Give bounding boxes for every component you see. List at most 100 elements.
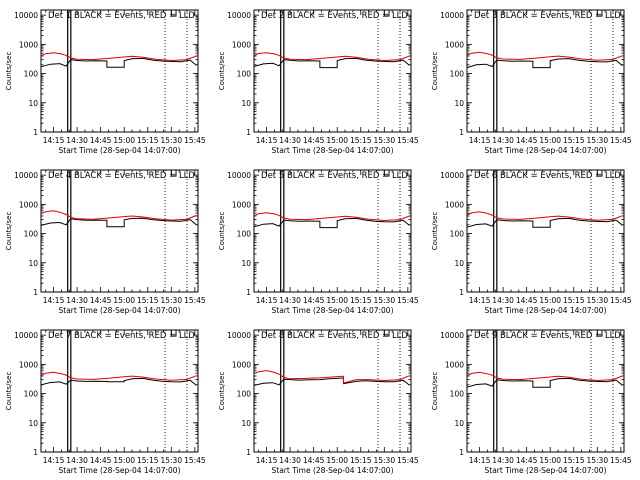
chart-title: Det 4 BLACK = Events, RED = LLD (48, 171, 195, 181)
x-tick-label: 14:45 (303, 456, 325, 465)
detector-panel-1: 1 10 100 1000 10000 14:15 14:30 14:45 15:00 15:15… (0, 0, 213, 160)
x-tick-label: 14:15 (43, 136, 65, 145)
x-tick-label: 15:30 (160, 296, 182, 305)
x-tick-label: 15:30 (586, 136, 608, 145)
x-tick-label: 15:30 (373, 296, 395, 305)
y-tick-label: 10000 (227, 11, 251, 20)
plot-frame (40, 9, 199, 133)
plot-frame (466, 169, 625, 293)
detector-chart-6: 1 10 100 1000 10000 14:15 14:30 14:45 15:00 15:15… (431, 169, 632, 315)
y-tick-label: 10 (241, 419, 251, 428)
y-tick-label: 10 (454, 99, 464, 108)
y-axis-title: Counts/sec (218, 212, 226, 251)
y-tick-label: 10 (28, 99, 38, 108)
x-tick-label: 14:30 (66, 296, 88, 305)
plot-frame (40, 169, 199, 293)
events-series-line (40, 377, 197, 386)
detector-chart-4: 1 10 100 1000 10000 14:15 14:30 14:45 15:00 15:15… (5, 169, 206, 315)
saa-marker (170, 330, 177, 337)
y-tick-label: 10000 (440, 171, 464, 180)
x-tick-label: 14:45 (90, 136, 112, 145)
chart-title: Det 9 BLACK = Events, RED = LLD (474, 331, 621, 341)
saa-marker (170, 170, 177, 177)
x-axis-title: Start Time (28-Sep-04 14:07:00) (272, 306, 394, 315)
saa-marker (383, 10, 390, 17)
detector-chart-8: 1 10 100 1000 10000 14:15 14:30 14:45 15:00 15:15… (218, 329, 419, 475)
lld-series-line (253, 52, 410, 62)
y-tick-label: 1 (459, 448, 464, 457)
events-series-line (466, 377, 623, 388)
saa-marker (170, 10, 177, 17)
y-tick-label: 100 (237, 70, 252, 79)
events-series-line (466, 58, 623, 69)
y-axis-title: Counts/sec (218, 52, 226, 91)
y-tick-label: 1000 (445, 40, 464, 49)
saa-marker (596, 10, 603, 17)
y-axis-title: Counts/sec (431, 212, 439, 251)
x-tick-label: 15:45 (397, 136, 419, 145)
detector-chart-9: 1 10 100 1000 10000 14:15 14:30 14:45 15:00 15:15… (431, 329, 632, 475)
x-tick-label: 15:30 (586, 456, 608, 465)
y-tick-label: 1 (33, 288, 38, 297)
x-tick-label: 15:45 (397, 456, 419, 465)
x-tick-label: 15:15 (350, 456, 372, 465)
y-axis-title: Counts/sec (431, 52, 439, 91)
x-tick-label: 15:00 (539, 296, 561, 305)
x-tick-label: 14:15 (43, 296, 65, 305)
y-axis-title: Counts/sec (218, 372, 226, 411)
x-tick-label: 14:45 (516, 136, 538, 145)
y-tick-label: 10000 (440, 331, 464, 340)
detector-panel-4: 1 10 100 1000 10000 14:15 14:30 14:45 15:00 15:15… (0, 160, 213, 320)
x-axis-title: Start Time (28-Sep-04 14:07:00) (59, 146, 181, 155)
y-tick-label: 10 (28, 419, 38, 428)
x-axis-title: Start Time (28-Sep-04 14:07:00) (485, 466, 607, 475)
y-axis-title: Counts/sec (5, 372, 13, 411)
x-tick-label: 15:30 (373, 136, 395, 145)
y-tick-label: 1000 (445, 200, 464, 209)
chart-title: Det 1 BLACK = Events, RED = LLD (48, 11, 195, 21)
y-tick-label: 1 (33, 128, 38, 137)
x-tick-label: 14:45 (90, 456, 112, 465)
x-tick-label: 14:45 (516, 296, 538, 305)
events-series-line (253, 57, 410, 69)
x-axis-title: Start Time (28-Sep-04 14:07:00) (59, 466, 181, 475)
x-tick-label: 14:30 (279, 136, 301, 145)
x-tick-label: 15:45 (184, 296, 206, 305)
chart-title: Det 5 BLACK = Events, RED = LLD (261, 171, 408, 181)
x-tick-label: 14:45 (516, 456, 538, 465)
x-tick-label: 15:45 (610, 456, 632, 465)
x-tick-label: 15:00 (326, 136, 348, 145)
detector-panel-3: 1 10 100 1000 10000 14:15 14:30 14:45 15:00 15:15… (426, 0, 639, 160)
x-tick-label: 14:45 (303, 296, 325, 305)
x-tick-label: 15:45 (184, 136, 206, 145)
y-axis-title: Counts/sec (5, 212, 13, 251)
y-tick-label: 1000 (445, 360, 464, 369)
lld-series-line (40, 371, 197, 381)
x-tick-label: 14:30 (492, 296, 514, 305)
y-tick-label: 1000 (232, 40, 251, 49)
x-tick-label: 15:30 (373, 456, 395, 465)
chart-title: Det 8 BLACK = Events, RED = LLD (261, 331, 408, 341)
lld-series-line (40, 210, 197, 221)
x-tick-label: 14:15 (256, 456, 278, 465)
y-axis-title: Counts/sec (5, 52, 13, 91)
detector-panel-2: 1 10 100 1000 10000 14:15 14:30 14:45 15:00 15:15… (213, 0, 426, 160)
events-series-line (466, 217, 623, 228)
y-tick-label: 10 (454, 259, 464, 268)
y-tick-label: 10000 (14, 331, 38, 340)
detector-panel-7: 1 10 100 1000 10000 14:15 14:30 14:45 15:00 15:15… (0, 320, 213, 480)
saa-marker (383, 170, 390, 177)
plot-frame (253, 9, 412, 133)
x-axis-title: Start Time (28-Sep-04 14:07:00) (485, 146, 607, 155)
x-tick-label: 15:15 (137, 296, 159, 305)
x-tick-label: 14:15 (256, 136, 278, 145)
detector-panel-8: 1 10 100 1000 10000 14:15 14:30 14:45 15:00 15:15… (213, 320, 426, 480)
lld-series-line (253, 370, 410, 384)
y-tick-label: 10 (28, 259, 38, 268)
events-series-line (253, 217, 410, 229)
chart-title: Det 7 BLACK = Events, RED = LLD (48, 331, 195, 341)
y-axis-title: Counts/sec (431, 372, 439, 411)
y-tick-label: 1000 (232, 200, 251, 209)
y-tick-label: 10 (454, 419, 464, 428)
